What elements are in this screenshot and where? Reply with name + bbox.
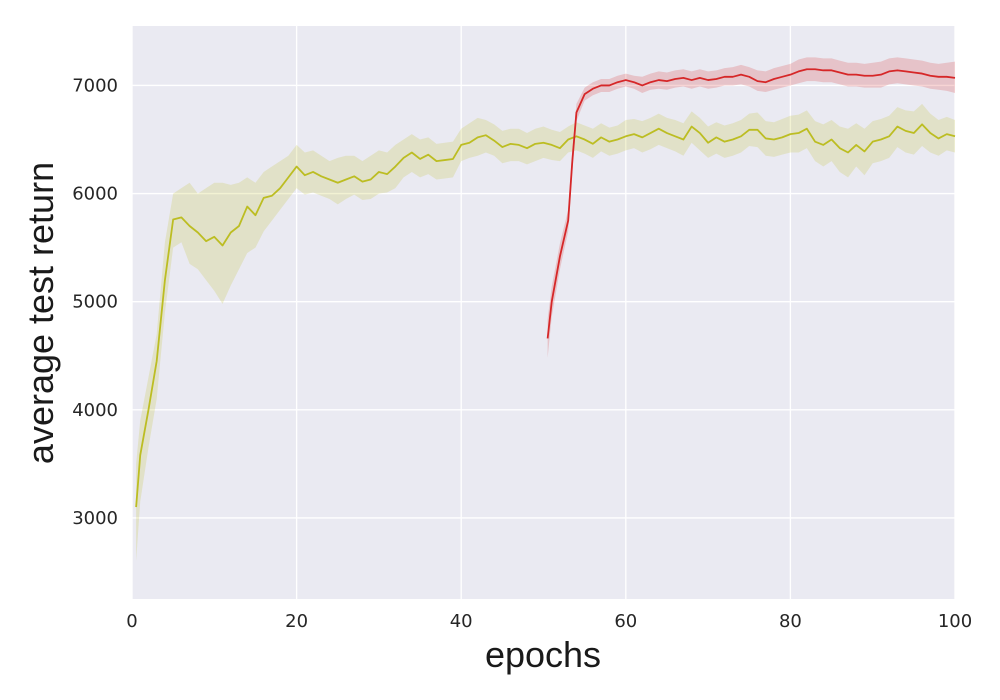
- x-tick-label: 0: [126, 611, 137, 632]
- series-1-band: [136, 103, 955, 562]
- series-2-band: [547, 57, 955, 358]
- y-tick-label: 6000: [72, 184, 118, 205]
- x-tick-label: 60: [614, 611, 637, 632]
- x-axis-ticks: 0 20 40 60 80 100: [126, 611, 972, 632]
- series-2-line: [546, 68, 956, 339]
- y-axis-ticks: 3000 4000 5000 6000 7000: [72, 75, 118, 528]
- y-tick-label: 7000: [72, 75, 118, 96]
- confidence-bands: [136, 57, 955, 562]
- y-tick-label: 5000: [72, 292, 118, 313]
- grid-lines: [131, 26, 956, 599]
- x-tick-label: 80: [779, 611, 802, 632]
- plot-background: [132, 26, 955, 599]
- series-1-line: [135, 123, 956, 508]
- y-axis-title: average test return: [20, 162, 61, 464]
- x-tick-label: 20: [285, 611, 308, 632]
- x-tick-label: 100: [938, 611, 972, 632]
- y-tick-label: 3000: [72, 508, 118, 529]
- x-tick-label: 40: [450, 611, 473, 632]
- y-tick-label: 4000: [72, 400, 118, 421]
- x-axis-title: epochs: [485, 634, 601, 675]
- series-lines: [135, 68, 956, 508]
